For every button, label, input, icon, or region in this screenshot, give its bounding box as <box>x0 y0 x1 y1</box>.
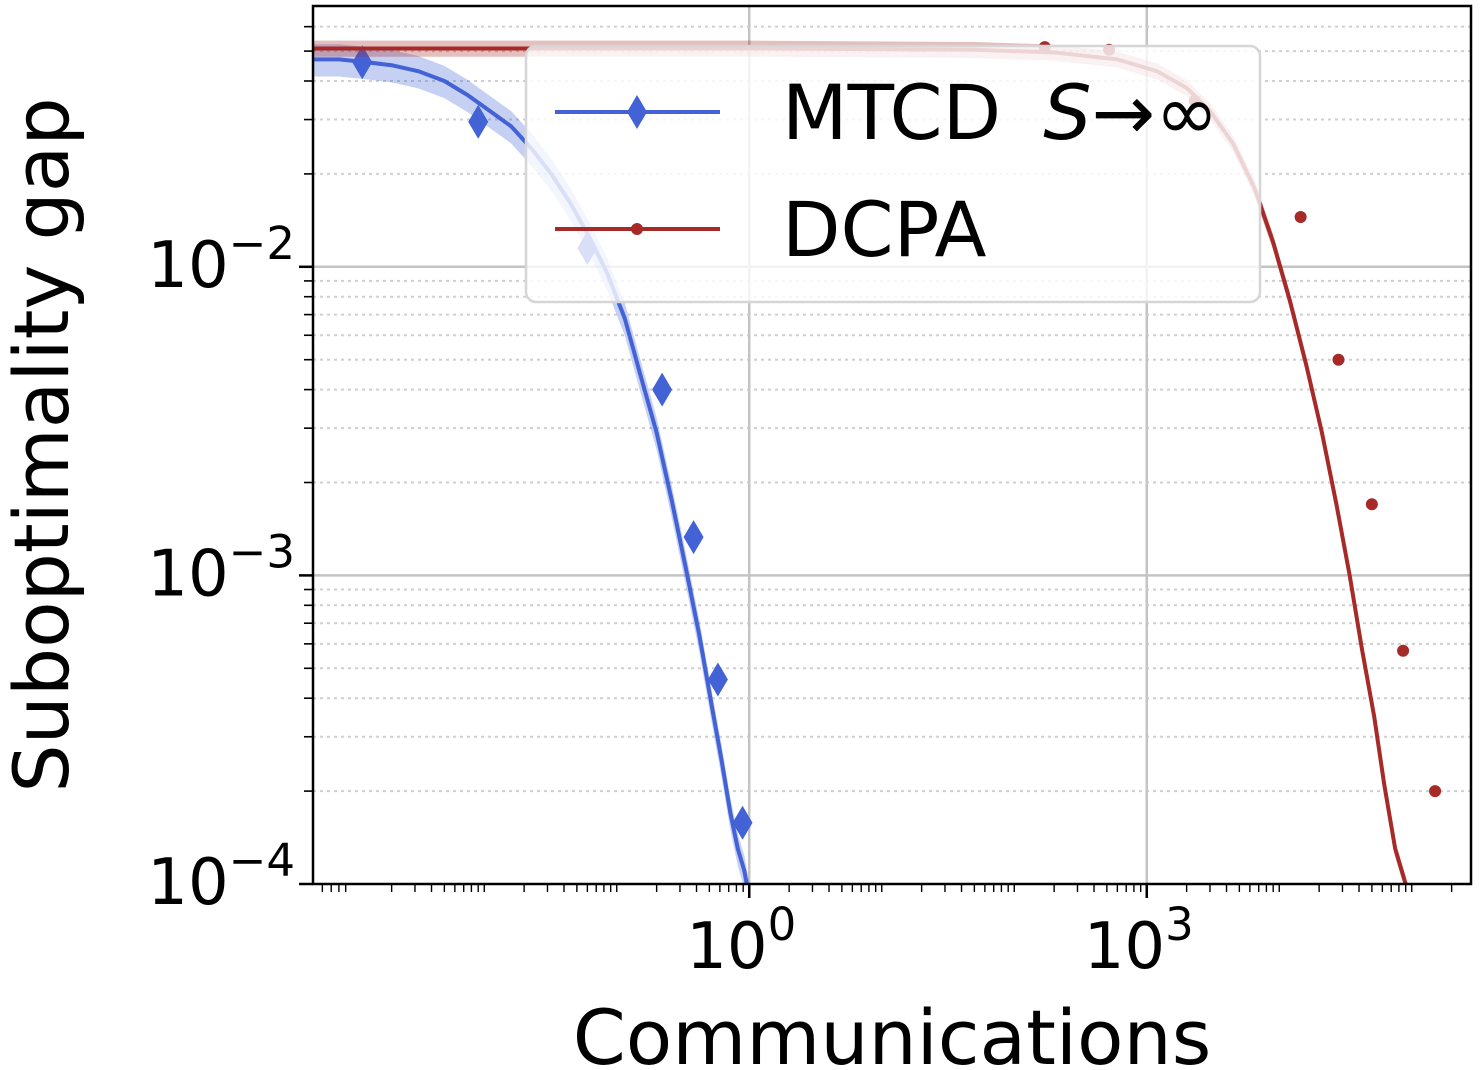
data-point <box>1429 785 1442 798</box>
data-point <box>732 805 753 840</box>
data-point <box>352 45 373 80</box>
legend-marker <box>627 95 647 129</box>
x-tick-base: 10 <box>686 910 767 984</box>
y-tick-base: 10 <box>147 846 228 920</box>
legend-label: DCPA <box>782 185 987 274</box>
data-point <box>1397 644 1410 657</box>
legend-label-tail: →∞ <box>1092 68 1219 157</box>
legend-marker <box>631 223 643 235</box>
x-tick-exponent: 3 <box>1165 898 1194 951</box>
y-tick-exponent: −2 <box>229 217 295 270</box>
plot-frame <box>311 4 1473 886</box>
y-axis-ticks: 10−410−310−2 <box>147 25 313 920</box>
x-axis-label: Communications <box>573 993 1212 1070</box>
legend-label-italic: S <box>1043 68 1091 157</box>
y-tick-label: 10−3 <box>147 525 295 611</box>
legend: MTCD S→∞ DCPA <box>524 44 1262 304</box>
x-tick-base: 10 <box>1084 910 1165 984</box>
y-tick-exponent: −3 <box>229 525 295 578</box>
data-point <box>1294 210 1307 223</box>
y-tick-base: 10 <box>147 537 228 611</box>
y-axis-label: Suboptimality gap <box>0 97 86 792</box>
x-tick-exponent: 0 <box>768 898 797 951</box>
y-tick-exponent: −4 <box>229 834 295 887</box>
y-tick-label: 10−2 <box>147 217 295 303</box>
x-tick-label: 100 <box>686 898 796 984</box>
y-tick-label: 10−4 <box>147 834 295 920</box>
data-point <box>1365 498 1378 511</box>
y-tick-base: 10 <box>147 229 228 303</box>
data-point <box>707 662 728 697</box>
legend-label-main: DCPA <box>782 185 987 274</box>
x-axis-ticks: 100 103 <box>321 884 1453 984</box>
legend-label-main: MTCD <box>782 68 1025 157</box>
data-point <box>683 520 704 555</box>
x-tick-label: 103 <box>1084 898 1194 984</box>
data-point <box>468 104 489 139</box>
data-point <box>652 372 673 407</box>
legend-label: MTCD S→∞ <box>782 68 1219 157</box>
data-point <box>1332 353 1345 366</box>
